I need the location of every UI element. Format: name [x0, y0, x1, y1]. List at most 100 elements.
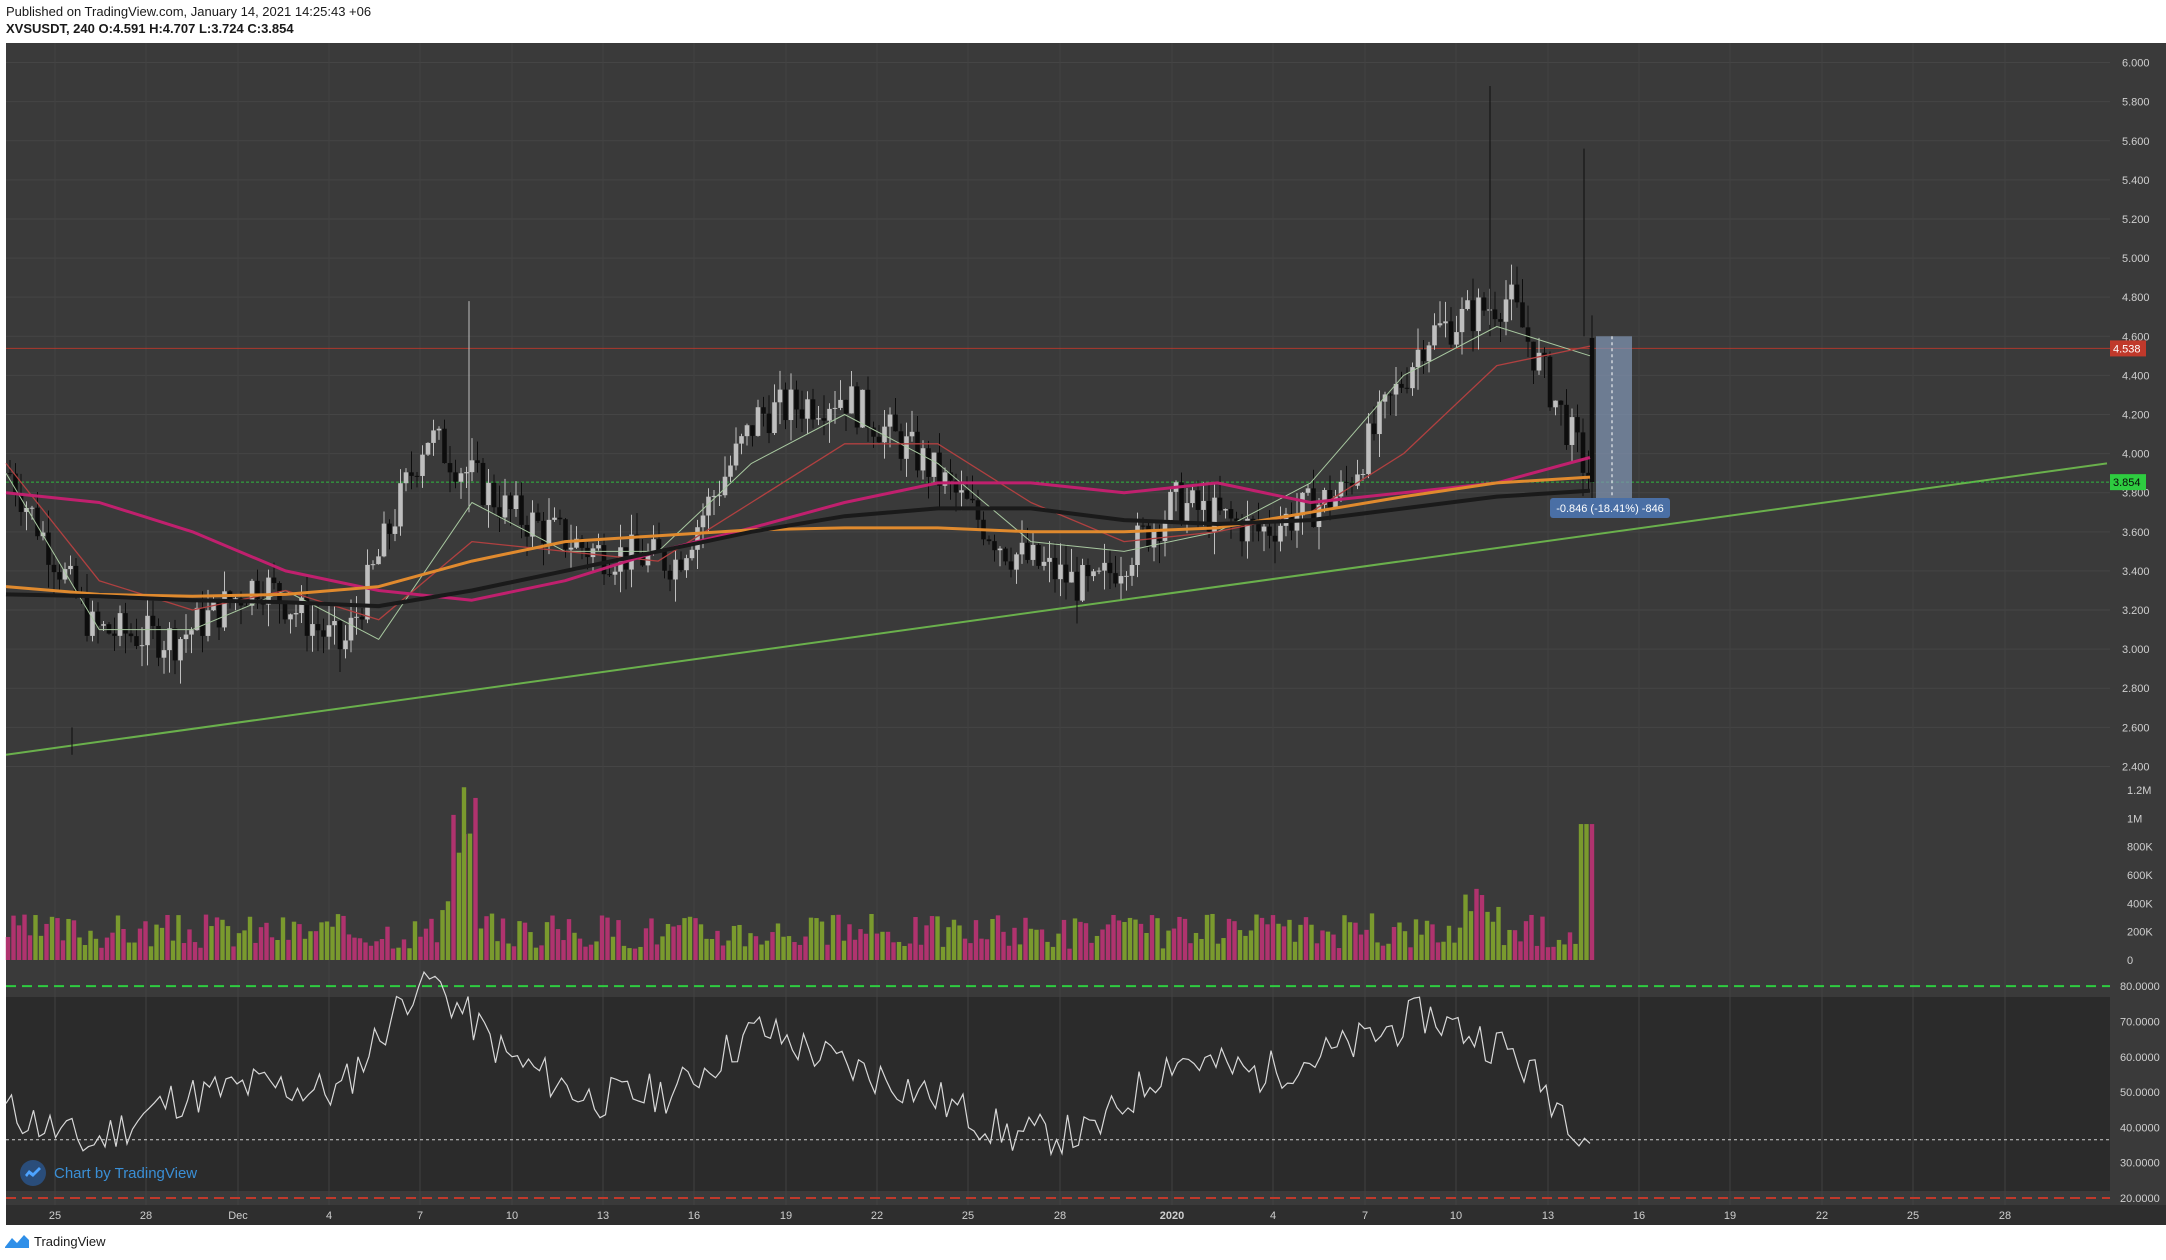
candle-body [733, 443, 739, 466]
volume-bar [973, 920, 979, 960]
volume-bar [1364, 929, 1369, 960]
candle-body [1118, 576, 1124, 584]
tradingview-footer-icon [5, 1235, 29, 1248]
candle-body [508, 495, 513, 510]
candle-body [255, 580, 260, 600]
price-tick-label: 2.400 [2122, 761, 2150, 773]
volume-bar [308, 931, 313, 960]
volume-bar [247, 916, 253, 960]
time-tick-label: 7 [417, 1210, 423, 1222]
volume-bar [1012, 927, 1017, 960]
volume-bar [759, 944, 764, 960]
volume-bar [1133, 919, 1138, 960]
candle-body [112, 633, 117, 636]
volume-bar [979, 938, 984, 960]
volume-bar [1023, 917, 1028, 960]
candle-body [1355, 474, 1360, 486]
candle-body [1586, 472, 1591, 478]
volume-bar [1375, 942, 1380, 960]
candle-body [1382, 394, 1388, 402]
candle-body [816, 418, 821, 420]
candle-body [832, 407, 838, 409]
candle-body [343, 640, 348, 650]
candle-body [156, 625, 161, 658]
moving-average-line [5, 475, 1591, 598]
moving-average-line [5, 326, 1591, 640]
candle-body [1525, 327, 1531, 342]
volume-bar [946, 927, 951, 960]
volume-bar [324, 921, 330, 960]
volume-bar [1496, 906, 1501, 960]
volume-bar [159, 927, 165, 960]
volume-bar [346, 934, 352, 960]
volume-bar [335, 914, 341, 960]
volume-bar [847, 924, 852, 960]
volume-bar [1501, 945, 1507, 960]
volume-bar [1446, 925, 1452, 960]
volume-bar [951, 919, 957, 960]
volume-bar [1078, 921, 1083, 960]
candle-body [1349, 482, 1355, 486]
volume-bar [110, 932, 115, 960]
volume-bar [258, 927, 264, 960]
volume-bar [1281, 926, 1287, 960]
candle-body [497, 507, 502, 518]
volume-bar [957, 925, 962, 960]
candle-body [90, 611, 95, 636]
volume-bar [1551, 946, 1556, 960]
volume-bar [1050, 946, 1056, 960]
volume-bar [286, 939, 291, 960]
volume-bar [748, 933, 753, 960]
volume-bar [209, 926, 214, 960]
price-tick-label: 5.800 [2122, 97, 2150, 109]
candle-body [838, 399, 843, 408]
volume-bar [632, 948, 638, 960]
chart-header: Published on TradingView.com, January 14… [6, 3, 371, 37]
watermark-text: Chart by TradingView [54, 1164, 198, 1182]
volume-bar [401, 939, 407, 960]
candle-body [1443, 321, 1448, 324]
volume-bar [968, 943, 973, 960]
volume-tick-label: 200K [2127, 927, 2153, 939]
volume-bar [786, 936, 792, 960]
volume-bar [495, 941, 500, 960]
volume-bar [1089, 942, 1094, 960]
candle-body [629, 534, 634, 570]
volume-bar [297, 924, 302, 960]
candle-body [1047, 557, 1052, 562]
time-tick-label: 16 [688, 1210, 700, 1222]
volume-bar [808, 917, 814, 960]
volume-bar [913, 917, 918, 960]
volume-bar [374, 941, 379, 960]
candle-body [953, 480, 959, 493]
volume-bar [1463, 894, 1468, 960]
volume-bar [1270, 915, 1276, 960]
volume-bar [500, 918, 506, 960]
candle-body [24, 507, 29, 512]
volume-bar [1248, 930, 1254, 960]
candle-body [29, 507, 35, 509]
volume-bar [60, 940, 66, 960]
candle-body [1547, 356, 1553, 408]
volume-bar [1314, 943, 1320, 960]
volume-bar [473, 797, 478, 960]
price-tick-label: 4.200 [2122, 410, 2150, 422]
candle-body [200, 607, 205, 636]
volume-bars-group [5, 797, 1595, 960]
price-tick-label: 5.400 [2122, 175, 2150, 187]
candle-body [530, 512, 535, 537]
volume-bar [1292, 941, 1298, 960]
rsi-tick-label: 20.0000 [2120, 1193, 2160, 1205]
price-tick-label: 4.400 [2122, 370, 2150, 382]
candle-body [585, 547, 590, 558]
volume-bar [1177, 916, 1182, 960]
volume-bar [869, 913, 874, 960]
volume-tick-label: 400K [2127, 898, 2153, 910]
candle-body [1206, 500, 1212, 532]
candle-body [744, 425, 750, 437]
volume-bar [1028, 928, 1034, 960]
volume-bar [698, 924, 704, 960]
tradingview-watermark[interactable]: Chart by TradingView [20, 1160, 197, 1186]
candle-body [145, 615, 150, 646]
